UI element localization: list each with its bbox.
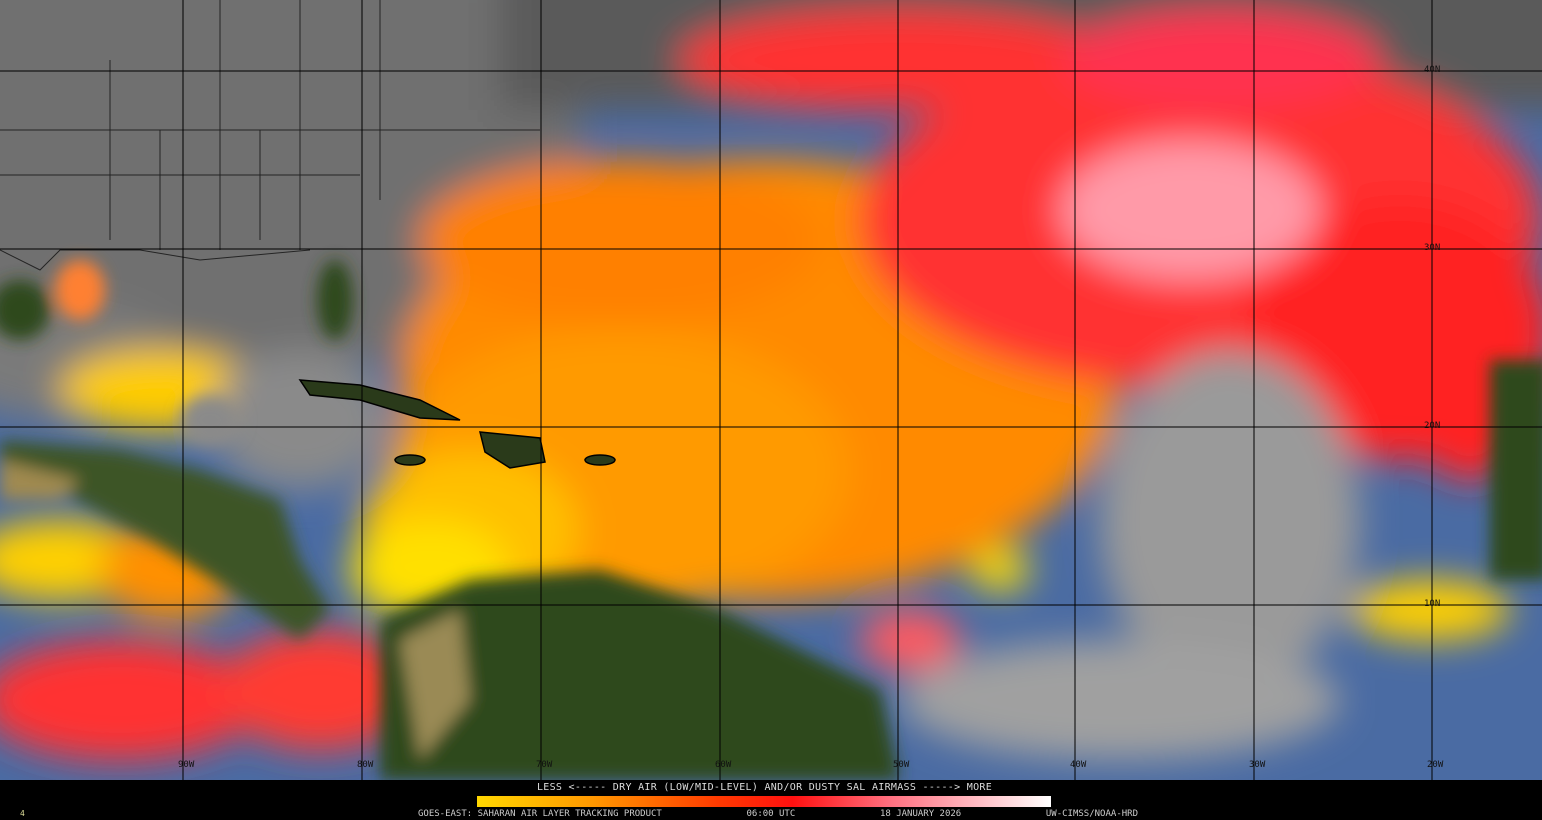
lon-label: 60W xyxy=(715,760,732,770)
graticule xyxy=(0,0,1542,780)
lat-label: 10N xyxy=(1424,599,1441,609)
sal-imagery xyxy=(0,0,1542,780)
satellite-map: 90W 80W 70W 60W 50W 40W 30W 20W 40N 30N … xyxy=(0,0,1542,780)
lat-label: 20N xyxy=(1424,421,1441,431)
caribbean-islands xyxy=(298,379,616,469)
lon-label: 80W xyxy=(357,760,374,770)
product-caption: GOES-EAST: SAHARAN AIR LAYER TRACKING PR… xyxy=(418,809,1138,819)
lon-label: 40W xyxy=(1070,760,1087,770)
lon-label: 90W xyxy=(178,760,195,770)
timestamp-date: 18 JANUARY 2026 xyxy=(879,809,962,819)
color-scale-bar xyxy=(477,796,1051,807)
credit: UW-CIMSS/NOAA-HRD xyxy=(1045,809,1138,819)
lat-label: 30N xyxy=(1424,243,1441,253)
timestamp-time: 06:00 UTC xyxy=(746,809,796,819)
lon-label: 30W xyxy=(1249,760,1266,770)
satellite-name: GOES-EAST: SAHARAN AIR LAYER TRACKING PR… xyxy=(418,809,662,819)
lon-label: 70W xyxy=(536,760,553,770)
legend-title: LESS <----- DRY AIR (LOW/MID-LEVEL) AND/… xyxy=(536,782,993,793)
frame-number: 4 xyxy=(20,809,25,818)
political-borders xyxy=(0,0,540,271)
lat-label: 40N xyxy=(1424,65,1441,75)
legend-footer: LESS <----- DRY AIR (LOW/MID-LEVEL) AND/… xyxy=(0,780,1542,820)
lon-label: 50W xyxy=(893,760,910,770)
lon-label: 20W xyxy=(1427,760,1444,770)
